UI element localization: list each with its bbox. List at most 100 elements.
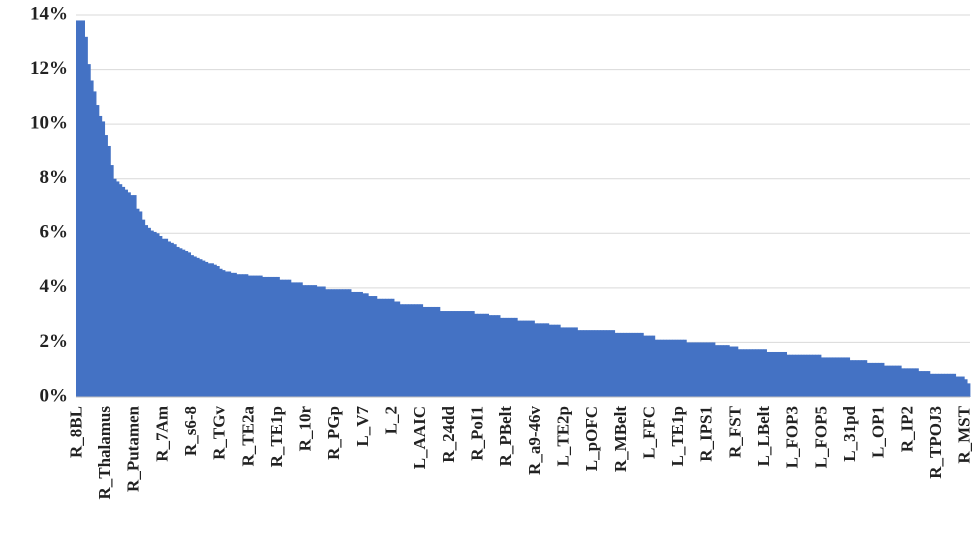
bar [139,211,143,397]
bar [557,324,561,397]
x-tick-label: R_IPS1 [697,406,716,462]
bar [382,298,386,397]
x-tick-label: R_Putamen [124,405,143,491]
bar [683,339,687,397]
bar [686,342,690,397]
bar [586,330,590,397]
bar [502,317,507,397]
bar [525,320,530,397]
bar [548,324,553,397]
bar [233,272,237,397]
x-tick-label: R_PGp [324,406,343,460]
bar [477,313,481,397]
bar [422,306,426,397]
bar [508,317,512,397]
bar [110,165,114,397]
bar [866,362,871,397]
bar [924,371,928,397]
bar [623,332,627,397]
bar [901,368,905,397]
bar [520,320,524,397]
bar [270,276,275,397]
bar [778,351,782,397]
bar [388,298,392,397]
bar [955,376,959,397]
bar [199,259,203,397]
bar [290,282,295,397]
bar [511,317,515,397]
bar [305,285,309,397]
bar [732,346,736,397]
bar [411,304,415,397]
bar [505,317,510,397]
bar [806,354,810,397]
bar [849,360,853,397]
bar [150,230,154,397]
bar [184,251,189,397]
bar [328,289,332,397]
x-tick-label: R_FST [725,405,744,458]
bar [752,349,756,397]
bar [912,368,916,397]
bar [405,304,409,397]
bar [872,362,876,397]
x-tick-label: L_V7 [353,406,372,447]
bar [101,121,106,398]
bar [523,320,527,397]
y-tick-label: 10% [30,113,68,134]
bar [749,349,753,397]
bar [723,345,727,397]
bar [480,313,484,397]
bar [875,362,879,397]
bar [299,282,303,397]
bar [669,339,673,397]
bar [941,373,945,397]
bar [121,186,126,397]
bar [580,330,584,397]
bar [127,192,131,397]
bar [276,276,280,397]
x-tick-label: R_24dd [439,405,458,462]
bar [909,368,914,397]
bar [772,351,776,397]
x-tick-label: R_a9-46v [525,406,544,475]
bar [204,261,209,397]
bar [245,274,249,397]
bar [339,289,343,397]
bar [755,349,759,397]
bar [803,354,808,397]
bar [457,311,461,397]
bar [554,324,558,397]
bar [348,289,352,397]
bar [929,373,934,397]
bar [391,298,395,397]
bar [927,371,931,397]
bar [861,360,865,397]
bar [697,342,702,397]
bar [500,317,504,397]
bar [775,351,779,397]
bar [921,371,925,397]
bar [78,20,83,397]
bar [583,330,587,397]
bar [611,330,616,397]
bar [517,320,521,397]
x-tick-label: L_TE1p [668,406,687,466]
bar [93,91,97,398]
y-tick-label: 12% [30,58,68,79]
bar [735,346,739,397]
bar [703,342,707,397]
bar [262,276,266,397]
bar [606,330,610,397]
bar [646,335,650,397]
bar [597,330,601,397]
bar [365,293,369,397]
bar [783,351,788,397]
x-tick-label: R_PoI1 [467,406,486,461]
bar [640,332,644,397]
bar [202,260,206,397]
bar [829,357,833,397]
bar [491,315,495,397]
bar [196,257,200,397]
bar [884,365,888,397]
